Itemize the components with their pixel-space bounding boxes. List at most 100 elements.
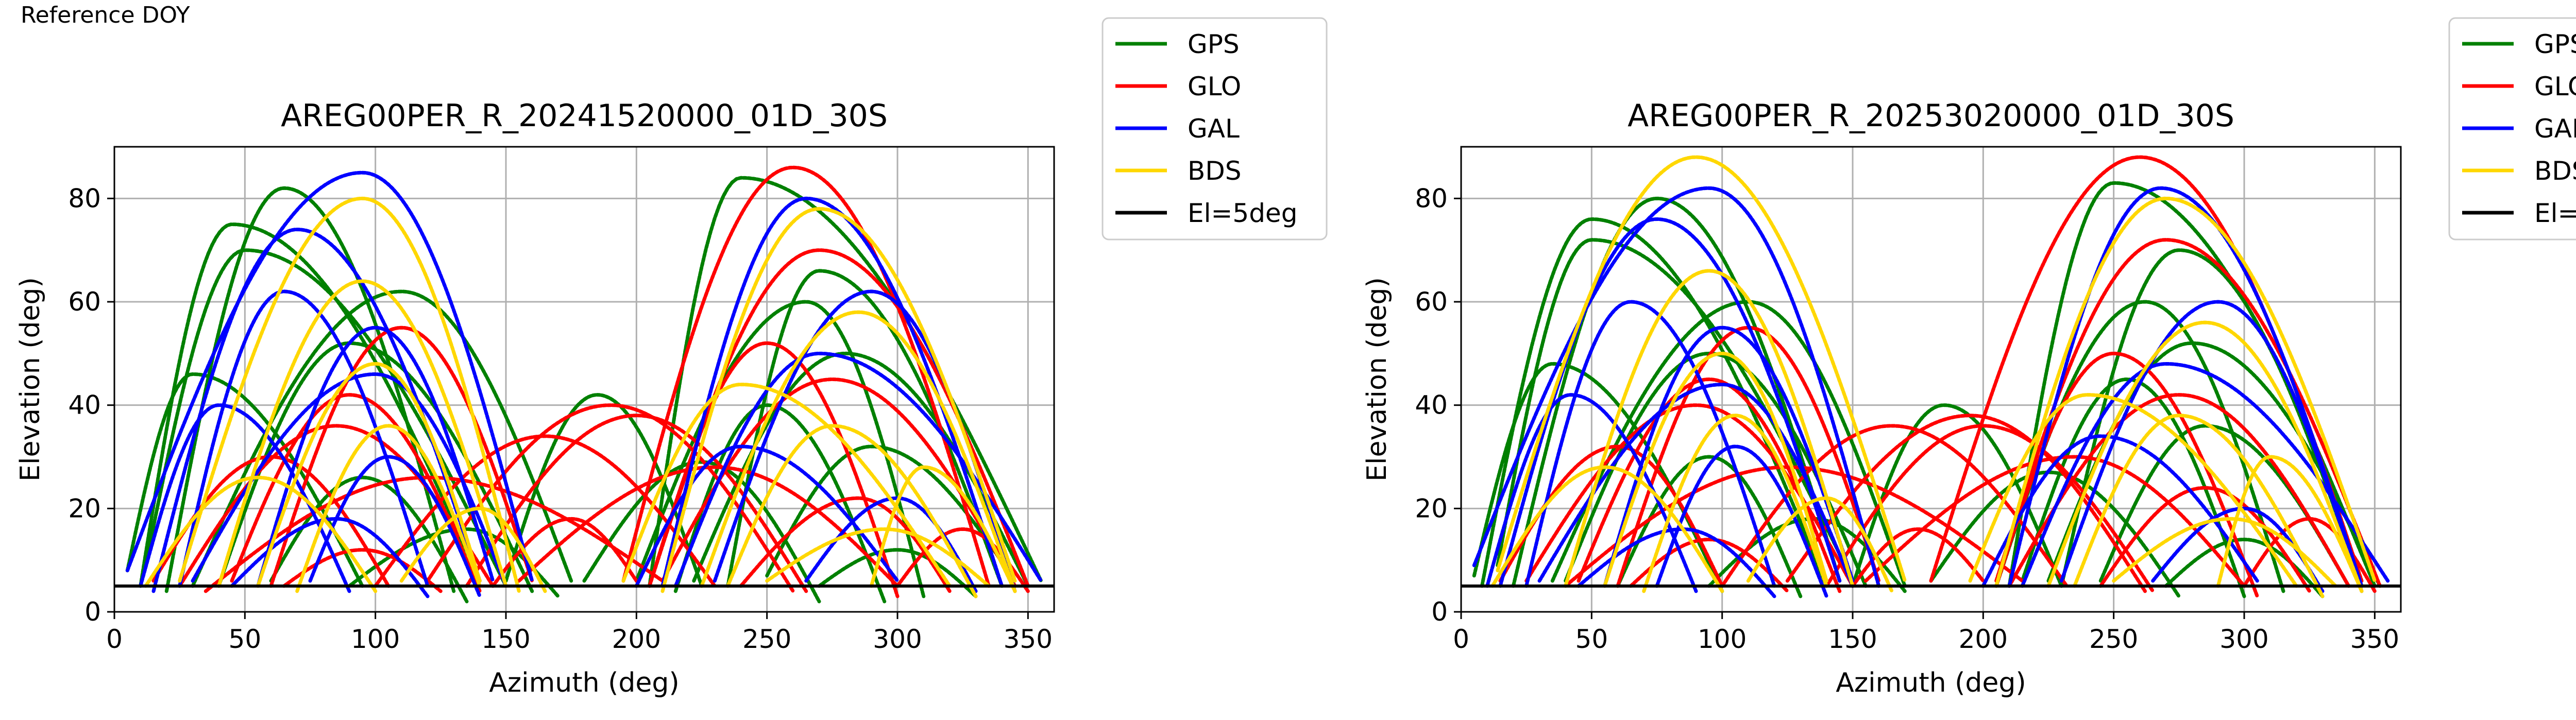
series-glo-arc	[1785, 414, 2147, 593]
series-gal-arc	[308, 455, 482, 598]
series-gal-arc	[125, 170, 534, 583]
series-gal-arc	[1577, 527, 1776, 598]
x-tick-label: 250	[742, 624, 791, 654]
y-tick-label: 40	[68, 390, 101, 420]
y-tick-label: 0	[84, 597, 101, 627]
series-bds-arc	[1994, 196, 2377, 588]
y-axis-label: Elevation (deg)	[15, 277, 46, 482]
series-bds-arc	[2216, 455, 2364, 593]
y-tick-label: 40	[1415, 390, 1448, 420]
x-tick-label: 350	[2350, 624, 2399, 654]
series-gps-arc	[1496, 238, 1855, 583]
series-gps-arc	[1511, 196, 1842, 588]
legend-label: El=5deg	[1188, 198, 1297, 228]
chart-title: AREG00PER_R_20253020000_01D_30S	[1628, 98, 2234, 134]
chart-1: 0 50 100 150 200 250 300 350 0 20 40 60 80 AREG00PER_…	[15, 17, 1328, 698]
series-bds-arc	[178, 196, 521, 593]
series-bds-arc	[2046, 320, 2364, 593]
series-glo-arc	[204, 475, 665, 593]
series-bds-arc	[2112, 517, 2337, 588]
legend-label: GLO	[1188, 72, 1241, 101]
series-glo-arc	[1863, 455, 2246, 588]
data-layer	[125, 165, 1043, 604]
series-bds-arc	[869, 465, 1017, 593]
series-gal-arc	[230, 517, 430, 598]
series-gps-arc	[125, 372, 364, 588]
series-bds-arc	[1496, 155, 1907, 583]
series-bds	[144, 196, 1017, 598]
x-tick-label: 300	[2219, 624, 2268, 654]
series-bds-arc	[1603, 351, 1828, 588]
x-tick-label: 0	[1453, 624, 1469, 654]
series-gps-arc	[1480, 217, 1828, 588]
series-bds-arc	[1746, 496, 1894, 593]
series-bds-arc	[399, 506, 547, 593]
legend: GPS GLO GAL BDS El=5deg	[2448, 17, 2576, 241]
series-glo-arc	[1851, 527, 1985, 588]
y-axis-label: Elevation (deg)	[1362, 277, 1393, 482]
series-gal-arc	[1981, 434, 2259, 588]
series-bds-arc	[1490, 465, 1724, 593]
legend-label: BDS	[1188, 156, 1242, 186]
series-glo-arc	[1629, 538, 1789, 593]
series-bds-arc	[256, 362, 482, 588]
legend-label: GAL	[1188, 114, 1240, 144]
series-gal	[125, 170, 1043, 598]
reference-doy-label: Reference DOY	[21, 2, 190, 28]
chart-panel-1: 0 50 100 150 200 250 300 350 0 20 40 60 80 AREG00PER_…	[15, 17, 1328, 698]
series-glo-arc	[648, 341, 900, 598]
series-bds-arc	[1564, 269, 1855, 588]
series-gal-arc	[139, 403, 351, 593]
series-gal-arc	[1485, 393, 1698, 593]
series-bds-arc	[765, 527, 991, 588]
series-bds-arc	[1968, 393, 2298, 588]
series-glo-arc	[230, 393, 482, 593]
series-gal-arc	[673, 351, 1043, 588]
x-tick-label: 100	[1698, 624, 1747, 654]
series-gal-arc	[178, 289, 430, 588]
series-glo-arc	[491, 517, 638, 588]
series-gal-arc	[1472, 186, 1881, 588]
y-tick-label: 60	[68, 287, 101, 317]
series-gal-arc	[2007, 186, 2364, 588]
series-bds-arc	[2073, 414, 2325, 598]
series-glo-arc	[1564, 465, 2024, 588]
x-tick-label: 150	[481, 624, 530, 654]
series-gal-arc	[2059, 300, 2364, 593]
series-bds-arc	[660, 207, 1017, 593]
legend-label: GLO	[2534, 72, 2576, 101]
series-gps-arc	[191, 289, 573, 588]
series-glo-arc	[2007, 393, 2351, 588]
chart-2: 0 50 100 150 200 250 300 350 0 20 40 60 80 AREG00PER_…	[1362, 17, 2576, 698]
x-axis-label: Azimuth (deg)	[1836, 667, 2026, 698]
series-gal-arc	[634, 444, 900, 588]
x-tick-label: 100	[351, 624, 400, 654]
series-bds-arc	[726, 424, 978, 598]
series-gps-arc	[765, 444, 1017, 583]
x-tick-label: 50	[229, 624, 262, 654]
series-bds-arc	[144, 475, 378, 593]
series-bds	[1490, 155, 2377, 598]
y-tick-label: 20	[1415, 493, 1448, 523]
series-gps-arc	[634, 300, 926, 598]
series-gps-arc	[144, 248, 508, 588]
series-glo-arc	[426, 403, 795, 593]
series-glo-arc	[374, 434, 717, 588]
series-gal-arc	[1603, 325, 1855, 588]
series-bds-arc	[1642, 414, 1828, 593]
series-glo-arc	[465, 414, 808, 593]
y-tick-label: 0	[1431, 597, 1448, 627]
x-tick-label: 0	[106, 624, 123, 654]
series-glo-arc	[282, 548, 443, 593]
legend-label: GPS	[1188, 29, 1240, 59]
x-tick-label: 200	[612, 624, 661, 654]
series-gps-arc	[726, 269, 1004, 588]
legend-label: GAL	[2534, 114, 2576, 144]
series-bds-arc	[295, 424, 482, 593]
series-gal-arc	[256, 325, 495, 588]
legend: GPS GLO GAL BDS El=5deg	[1101, 17, 1328, 241]
y-tick-label: 80	[68, 183, 101, 213]
x-tick-label: 150	[1828, 624, 1877, 654]
legend-box	[1101, 17, 1328, 241]
series-gal-arc	[1655, 444, 1828, 598]
